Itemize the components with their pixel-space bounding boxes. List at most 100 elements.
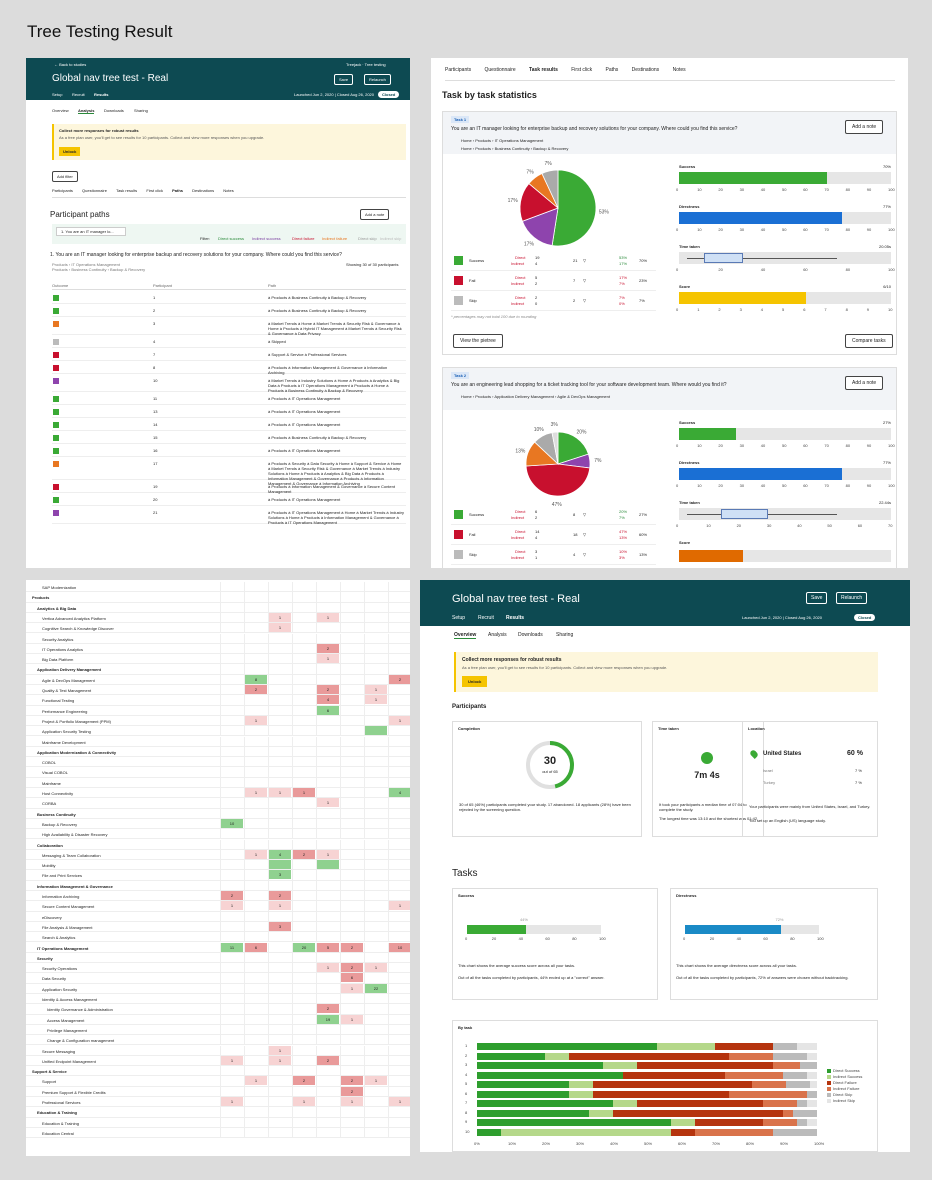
heatmap-cell[interactable] [317, 860, 339, 870]
heatmap-cell[interactable]: 2 [317, 685, 339, 694]
heatmap-cell[interactable]: 2 [317, 1004, 339, 1014]
tab-notes[interactable]: Notes [223, 188, 234, 193]
tab-first-click[interactable]: First click [146, 188, 163, 193]
heatmap-cell[interactable]: 1 [221, 1097, 243, 1106]
filter-indirect-failure[interactable]: Indirect failure [322, 236, 348, 241]
table-row[interactable]: 13 à Products à IT Operations Management [52, 405, 406, 418]
stacked-segment[interactable] [477, 1071, 624, 1079]
pie-slice[interactable] [525, 463, 591, 497]
tab-destinations[interactable]: Destinations [631, 67, 660, 73]
subtab-analysis[interactable]: Analysis [78, 108, 95, 114]
tab-setup[interactable]: Setup [52, 92, 63, 97]
stacked-segment[interactable] [613, 1109, 783, 1117]
tab-paths[interactable]: Paths [172, 188, 184, 193]
heatmap-cell[interactable]: 4 [317, 695, 339, 705]
tab-recruit[interactable]: Recruit [72, 92, 85, 97]
heatmap-cell[interactable]: 10 [221, 818, 243, 828]
heatmap-cell[interactable]: 1 [317, 798, 339, 808]
stacked-segment[interactable] [762, 1100, 797, 1107]
tab-questionnaire[interactable]: Questionnaire [484, 67, 516, 73]
heatmap-cell[interactable]: 1 [317, 963, 339, 973]
heatmap-cell[interactable]: 4 [389, 788, 410, 797]
subtab-downloads[interactable]: Downloads [518, 632, 543, 638]
stacked-segment[interactable] [772, 1043, 797, 1050]
stacked-segment[interactable] [477, 1109, 590, 1117]
table-row[interactable]: 8 à Products à Information Management & G… [52, 361, 406, 375]
subtab-overview[interactable]: Overview [454, 632, 477, 639]
back-link[interactable]: ← Back to studies [54, 62, 87, 67]
tab-setup[interactable]: Setup [452, 615, 466, 621]
heatmap-cell[interactable]: 1 [389, 901, 410, 911]
stacked-segment[interactable] [477, 1128, 501, 1136]
stacked-segment[interactable] [477, 1052, 545, 1060]
relaunch-button[interactable]: Relaunch [836, 592, 868, 604]
heatmap-cell[interactable]: 1 [221, 901, 243, 911]
stacked-segment[interactable] [592, 1090, 729, 1098]
filter-icon[interactable]: ▽ [583, 298, 587, 303]
stacked-segment[interactable] [670, 1128, 695, 1136]
tab-paths[interactable]: Paths [605, 67, 619, 73]
heatmap-cell[interactable]: 1 [293, 788, 315, 797]
stacked-segment[interactable] [694, 1119, 763, 1126]
heatmap-cell[interactable]: 1 [365, 1076, 387, 1086]
stacked-segment[interactable] [806, 1052, 817, 1060]
stacked-segment[interactable] [796, 1043, 817, 1050]
stacked-segment[interactable] [636, 1062, 773, 1069]
heatmap-cell[interactable]: 1 [269, 901, 291, 911]
tab-recruit[interactable]: Recruit [478, 615, 494, 621]
heatmap-cell[interactable]: 8 [245, 674, 267, 684]
table-row[interactable]: 15 à Products à Business Continuity à Bac… [52, 431, 406, 444]
stacked-segment[interactable] [783, 1071, 807, 1079]
stacked-segment[interactable] [477, 1043, 658, 1050]
stacked-segment[interactable] [602, 1062, 637, 1069]
heatmap-cell[interactable]: 1 [269, 1055, 291, 1065]
stacked-segment[interactable] [806, 1100, 817, 1107]
heatmap-cell[interactable]: 2 [317, 1055, 339, 1065]
heatmap-cell[interactable]: 1 [293, 1097, 315, 1106]
heatmap-cell[interactable]: 1 [341, 1097, 363, 1106]
compare-tasks-button[interactable]: Compare tasks [845, 334, 893, 348]
heatmap-cell[interactable]: 5 [317, 942, 339, 952]
heatmap-cell[interactable]: 1 [365, 685, 387, 694]
table-row[interactable]: 11 à Products à IT Operations Management [52, 392, 406, 405]
save-button[interactable]: Save [334, 74, 354, 85]
stacked-segment[interactable] [806, 1071, 817, 1079]
heatmap-cell[interactable]: 6 [341, 973, 363, 983]
heatmap-cell[interactable]: 22 [365, 983, 387, 993]
pie-slice[interactable] [541, 169, 559, 209]
stacked-segment[interactable] [568, 1052, 729, 1060]
heatmap-cell[interactable]: 6 [317, 705, 339, 715]
filter-icon[interactable]: ▽ [583, 512, 587, 517]
filter-icon[interactable]: ▽ [583, 278, 587, 283]
filter-icon[interactable]: ▽ [583, 552, 587, 557]
stacked-segment[interactable] [636, 1100, 763, 1107]
table-row[interactable]: 10 à Market Trends à Industry Solutions à… [52, 374, 406, 393]
heatmap-cell[interactable]: 20 [293, 942, 315, 952]
tab-results[interactable]: Results [94, 92, 109, 97]
table-row[interactable]: 21 à Products à IT Operations Management … [52, 506, 406, 525]
stacked-segment[interactable] [728, 1052, 773, 1060]
filter-icon[interactable]: ▽ [583, 258, 587, 263]
heatmap-cell[interactable]: 1 [269, 612, 291, 622]
task-select[interactable]: 1. You are an IT manager lo... [56, 227, 126, 236]
stacked-segment[interactable] [752, 1081, 787, 1088]
heatmap-cell[interactable] [365, 726, 387, 736]
tab-destinations[interactable]: Destinations [192, 188, 215, 193]
heatmap-cell[interactable]: 2 [293, 849, 315, 859]
pie-slice[interactable] [551, 431, 559, 465]
heatmap-cell[interactable]: 1 [389, 715, 410, 725]
table-row[interactable]: 19 à Products à Information Management & … [52, 480, 406, 494]
save-button[interactable]: Save [806, 592, 828, 604]
tab-notes[interactable]: Notes [672, 67, 686, 73]
stacked-segment[interactable] [728, 1090, 807, 1098]
heatmap-cell[interactable]: 3 [269, 921, 291, 931]
table-row[interactable]: 17 à Products à Security à Data Security … [52, 457, 406, 486]
table-row[interactable]: 20 à Products à IT Operations Management [52, 493, 406, 506]
filter-icon[interactable]: ▽ [583, 532, 587, 537]
stacked-segment[interactable] [772, 1062, 800, 1069]
stacked-segment[interactable] [500, 1128, 671, 1136]
tab-participants[interactable]: Participants [52, 188, 73, 193]
heatmap-cell[interactable]: 1 [317, 654, 339, 664]
heatmap-cell[interactable]: 2 [293, 1076, 315, 1086]
table-row[interactable]: 4 à Skipped [52, 335, 406, 348]
